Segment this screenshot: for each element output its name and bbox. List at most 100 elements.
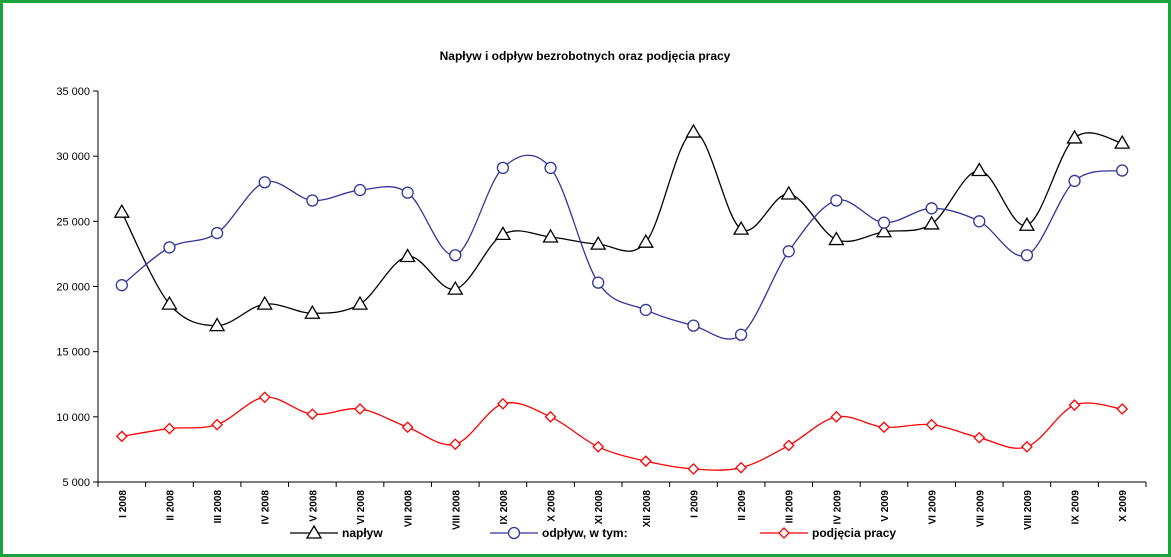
marker — [494, 226, 512, 241]
marker — [639, 303, 652, 317]
marker — [1066, 129, 1083, 144]
marker — [734, 328, 748, 341]
x-tick-label: V 2009 — [880, 490, 891, 522]
marker — [1116, 164, 1129, 177]
marker — [780, 185, 797, 200]
y-tick-label: 30 000 — [56, 151, 90, 163]
marker — [923, 215, 940, 230]
marker — [208, 317, 226, 332]
marker — [1068, 174, 1081, 188]
marker — [592, 276, 605, 289]
y-tick-label: 5 000 — [62, 477, 90, 489]
marker — [258, 176, 271, 189]
marker — [830, 194, 843, 207]
marker — [685, 123, 702, 138]
x-tick-label: V 2008 — [308, 490, 319, 522]
marker — [163, 422, 176, 435]
y-tick-label: 25 000 — [56, 216, 90, 228]
marker — [351, 295, 369, 310]
marker — [306, 194, 319, 207]
legend-marker — [305, 524, 323, 539]
marker — [878, 421, 890, 434]
x-tick-label: X 2009 — [1118, 490, 1129, 522]
marker — [592, 440, 605, 453]
marker — [353, 183, 367, 197]
x-tick-label: IX 2008 — [499, 490, 510, 525]
marker — [399, 248, 416, 263]
x-tick-label: XI 2008 — [594, 490, 605, 525]
marker — [925, 202, 938, 215]
y-tick-label: 10 000 — [56, 412, 90, 424]
legend-label: napływ — [342, 526, 383, 540]
marker — [828, 231, 845, 246]
marker — [971, 162, 988, 177]
marker — [732, 220, 750, 235]
marker — [258, 391, 271, 404]
chart-title: Napływ i odpływ bezrobotnych oraz podjęc… — [440, 49, 731, 63]
marker — [304, 304, 321, 319]
legend-marker — [778, 527, 790, 539]
x-tick-label: VI 2008 — [356, 490, 367, 525]
marker — [544, 161, 557, 175]
marker — [256, 295, 273, 310]
marker — [115, 279, 128, 292]
x-tick-label: VII 2008 — [404, 490, 415, 528]
marker — [687, 319, 700, 332]
series-line — [121, 154, 1123, 340]
marker — [830, 410, 843, 423]
marker — [306, 408, 319, 421]
marker — [542, 228, 559, 243]
x-tick-label: I 2009 — [689, 490, 700, 518]
marker — [161, 295, 178, 310]
marker — [401, 186, 414, 199]
x-tick-label: X 2008 — [547, 490, 558, 522]
marker — [973, 215, 986, 228]
marker — [163, 241, 176, 254]
marker — [782, 439, 795, 452]
x-tick-label: VI 2009 — [928, 490, 939, 525]
x-tick-label: VIII 2008 — [451, 490, 462, 530]
marker — [1020, 249, 1034, 262]
marker — [449, 438, 462, 451]
x-tick-label: IV 2008 — [261, 490, 272, 525]
marker — [637, 233, 654, 248]
marker — [113, 203, 130, 218]
marker — [1020, 440, 1033, 453]
marker — [354, 403, 366, 415]
marker — [1068, 399, 1081, 412]
marker — [449, 249, 462, 262]
x-tick-label: I 2008 — [118, 490, 129, 518]
marker — [496, 397, 509, 410]
marker — [211, 418, 224, 431]
marker — [735, 461, 748, 474]
x-tick-label: III 2009 — [785, 490, 796, 524]
marker — [210, 226, 224, 240]
x-tick-label: VII 2009 — [975, 490, 986, 528]
marker — [1018, 216, 1036, 231]
marker — [1116, 403, 1129, 415]
marker — [782, 245, 795, 258]
marker — [687, 463, 700, 475]
marker — [496, 161, 510, 175]
x-tick-label: IV 2009 — [832, 490, 843, 525]
legend-label: podjęcia pracy — [812, 526, 896, 540]
marker — [401, 421, 414, 434]
series-line — [121, 396, 1123, 471]
marker — [1114, 134, 1131, 149]
marker — [590, 235, 607, 250]
marker — [447, 280, 464, 295]
marker — [544, 410, 557, 423]
marker — [925, 418, 938, 431]
x-tick-label: XII 2008 — [642, 490, 653, 528]
y-tick-label: 35 000 — [56, 86, 90, 98]
legend-marker — [507, 526, 521, 540]
marker — [115, 430, 128, 443]
y-tick-label: 15 000 — [56, 347, 90, 359]
x-tick-label: IX 2009 — [1071, 490, 1082, 525]
marker — [875, 223, 893, 238]
x-tick-label: II 2008 — [165, 490, 176, 521]
y-tick-label: 20 000 — [56, 282, 90, 294]
x-tick-label: III 2008 — [213, 490, 224, 524]
